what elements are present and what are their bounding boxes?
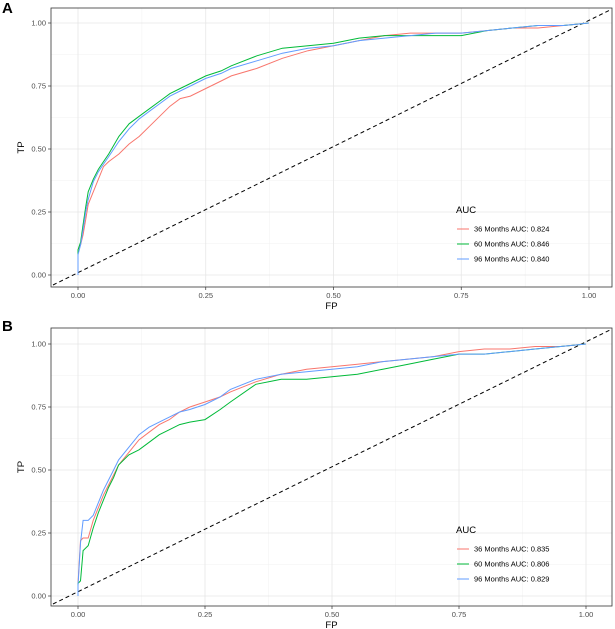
y-tick-label: 0.75 (31, 82, 46, 91)
legend-label-2: 60 Months AUC: 0.846 (474, 240, 549, 249)
plot-border (50, 327, 613, 607)
reference-diagonal-line (52, 9, 611, 286)
legend-label-3: 96 Months AUC: 0.840 (474, 255, 549, 264)
legend-title: AUC (456, 525, 476, 536)
legend-label-1: 36 Months AUC: 0.824 (474, 225, 549, 234)
y-tick-label: 0.75 (31, 403, 46, 412)
y-tick-label: 0.25 (31, 208, 46, 217)
legend-label-2: 60 Months AUC: 0.806 (474, 560, 549, 569)
roc-panel-a: A 0.00 0.25 0.50 0.75 1.00 0.00 0.25 0.50 0.75 1.… (0, 0, 615, 312)
panel-b-label: B (2, 318, 13, 335)
x-tick-label: 1.00 (582, 291, 597, 300)
x-axis-title: FP (325, 301, 337, 312)
x-axis-title: FP (325, 620, 337, 629)
plot-border (50, 7, 613, 288)
y-tick-label: 1.00 (31, 19, 46, 28)
x-tick-label: 0.25 (198, 291, 213, 300)
legend-label-1: 36 Months AUC: 0.835 (474, 545, 549, 554)
x-tick-label: 0.00 (71, 610, 86, 619)
roc-line-series-2 (77, 22, 590, 275)
roc-panel-b: B 0.00 0.25 0.50 0.75 1.00 0.00 0.25 0.50 0.75 1.… (0, 318, 615, 629)
roc-line-series-3 (77, 343, 587, 596)
roc-line-series-2 (77, 343, 587, 596)
reference-diagonal-line (52, 329, 611, 605)
roc-chart-b: 0.00 0.25 0.50 0.75 1.00 0.00 0.25 0.50 0.75 1.00… (16, 327, 613, 629)
y-axis-title: TP (16, 461, 27, 473)
roc-line-series-3 (77, 22, 590, 275)
y-tick-label: 1.00 (31, 340, 46, 349)
x-tick-label: 0.00 (71, 291, 86, 300)
roc-chart-a: 0.00 0.25 0.50 0.75 1.00 0.00 0.25 0.50 0.75 1.00… (16, 7, 613, 312)
x-tick-label: 0.50 (325, 610, 340, 619)
y-tick-label: 0.50 (31, 466, 46, 475)
y-axis-title: TP (16, 141, 27, 153)
roc-line-series-1 (77, 343, 587, 596)
panel-a-label: A (2, 0, 13, 17)
x-tick-label: 0.75 (452, 610, 467, 619)
y-tick-label: 0.25 (31, 529, 46, 538)
x-tick-label: 1.00 (579, 610, 594, 619)
y-tick-label: 0.00 (31, 271, 46, 280)
x-tick-label: 0.25 (198, 610, 213, 619)
legend-title: AUC (456, 205, 476, 216)
x-tick-label: 0.75 (454, 291, 469, 300)
x-tick-label: 0.50 (326, 291, 341, 300)
y-tick-label: 0.50 (31, 145, 46, 154)
legend-label-3: 96 Months AUC: 0.829 (474, 575, 549, 584)
y-tick-label: 0.00 (31, 592, 46, 601)
